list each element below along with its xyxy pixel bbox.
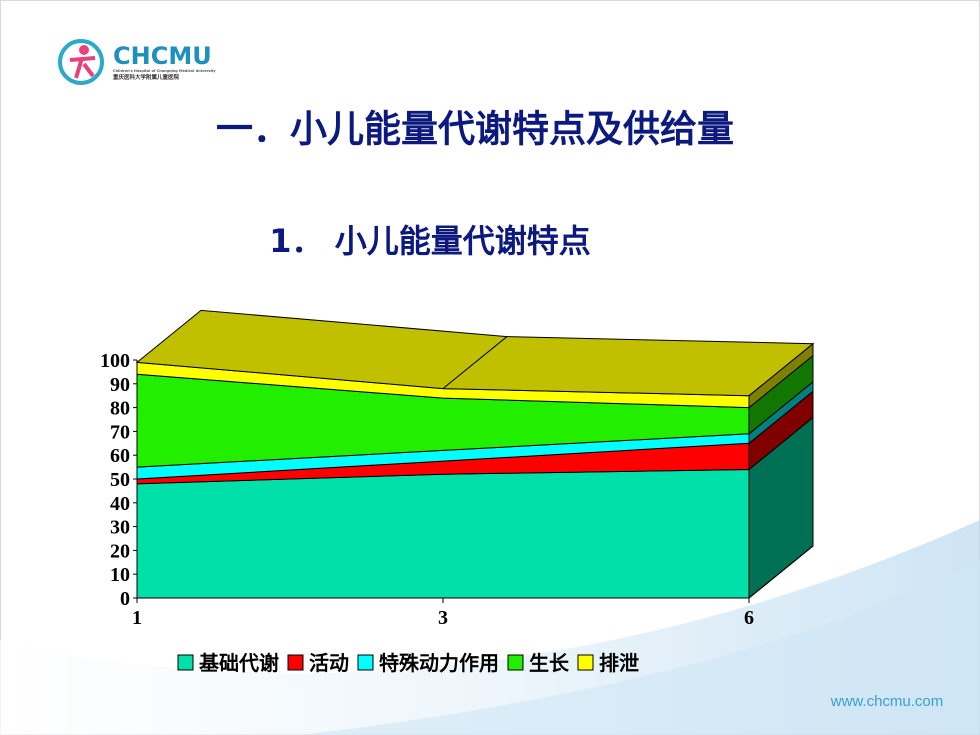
logo-name: CHCMU: [113, 42, 212, 70]
legend-label: 排泄: [599, 651, 639, 675]
logo-english: Children's Hospital of Chongqing Medical…: [113, 69, 216, 73]
floor-side: [748, 545, 814, 599]
y-tick-label: 70: [110, 421, 130, 443]
y-tick-label: 90: [110, 374, 130, 396]
y-tick-label: 40: [110, 493, 130, 515]
logo-chinese: 重庆医科大学附属儿童医院: [113, 73, 180, 81]
legend-swatch: [357, 654, 374, 671]
top-face: [135, 309, 815, 397]
slide-title: 一．小儿能量代谢特点及供给量: [216, 108, 734, 151]
legend-label: 特殊动力作用: [379, 651, 499, 675]
x-tick-label: 1: [132, 607, 142, 629]
y-tick-label: 10: [110, 564, 130, 586]
logo: CHCMU Children's Hospital of Chongqing M…: [58, 39, 216, 85]
logo-head: [79, 45, 89, 55]
footer-url: www.chcmu.com: [830, 693, 944, 710]
y-tick-label: 100: [100, 350, 130, 372]
x-tick-label: 6: [744, 607, 754, 629]
legend-swatch: [577, 654, 594, 671]
legend-swatch: [177, 654, 194, 671]
x-tick-label: 3: [438, 607, 448, 629]
y-tick-label: 30: [110, 517, 130, 539]
legend-label: 生长: [529, 652, 570, 675]
y-tick-label: 0: [120, 588, 130, 610]
logo-figure: [69, 56, 96, 79]
y-tick-label: 60: [110, 445, 130, 467]
legend-label: 基础代谢: [199, 651, 279, 675]
y-tick-label: 50: [110, 469, 130, 491]
y-tick-label: 20: [110, 540, 130, 562]
legend-label: 活动: [309, 652, 349, 675]
area: [136, 468, 750, 599]
top-edge: [442, 336, 508, 389]
slide-subtitle: 1． 小儿能量代谢特点: [269, 222, 590, 260]
legend-swatch: [287, 654, 304, 671]
swoosh: [300, 560, 980, 735]
logo-ring: [58, 39, 104, 85]
legend-swatch: [507, 654, 524, 671]
y-tick-label: 80: [110, 398, 130, 420]
